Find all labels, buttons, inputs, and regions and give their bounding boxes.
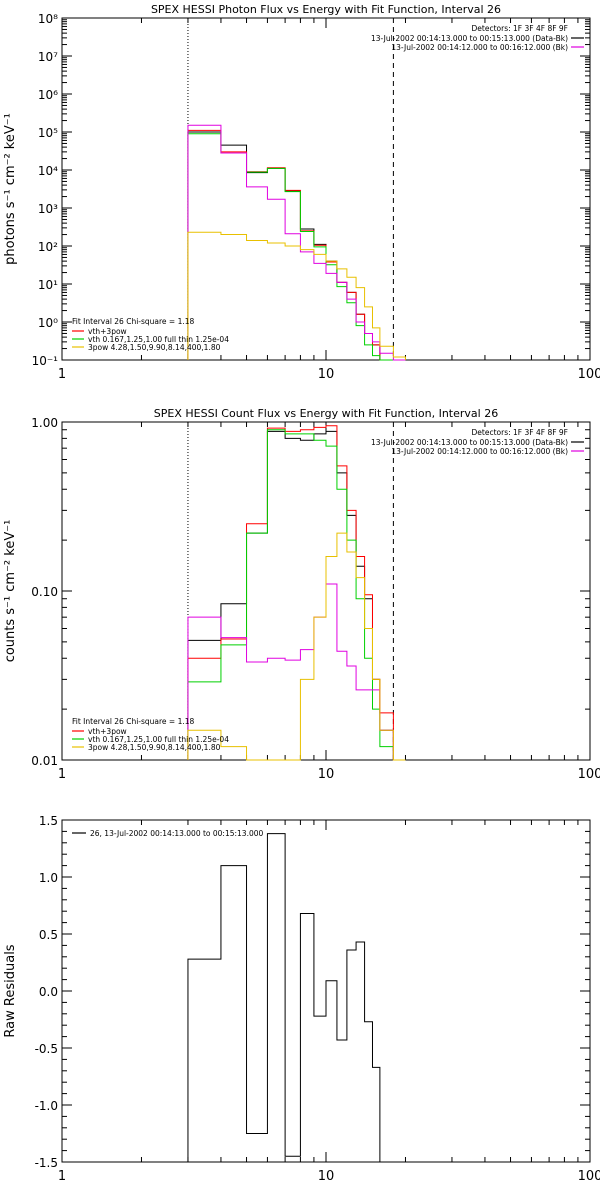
chart-panel-1: SPEX HESSI Photon Flux vs Energy with Fi… <box>3 3 600 382</box>
y-tick-label: 1.0 <box>39 871 58 885</box>
legend-entry: 26, 13-Jul-2002 00:14:13.000 to 00:15:13… <box>90 829 263 838</box>
series-3-steps <box>187 429 406 761</box>
y-tick-label: 10⁷ <box>38 50 58 64</box>
legend-entry: 3pow 4.28,1.50,9.90,8.14,400,1.80 <box>88 343 221 352</box>
y-tick-label: 10⁻¹ <box>32 354 59 368</box>
y-tick-label: 0.10 <box>31 585 58 599</box>
x-tick-label: 10 <box>318 1169 335 1184</box>
x-tick-label: 1 <box>58 1169 66 1184</box>
series-5-steps <box>187 532 406 761</box>
y-axis-label: photons s⁻¹ cm⁻² keV⁻¹ <box>3 113 18 265</box>
y-tick-label: 10⁵ <box>38 126 58 140</box>
y-tick-label: 10¹ <box>38 278 58 292</box>
x-tick-label: 10 <box>318 767 335 782</box>
legend-entry: vth+3pow <box>88 727 127 736</box>
y-tick-label: 0.0 <box>39 985 58 999</box>
y-tick-label: 10⁸ <box>38 12 58 26</box>
y-tick-label: 10⁰ <box>38 316 58 330</box>
y-axis-label: Raw Residuals <box>3 944 18 1037</box>
y-tick-label: 1.5 <box>39 814 58 828</box>
chart-title: SPEX HESSI Photon Flux vs Energy with Fi… <box>151 3 501 16</box>
x-tick-label: 1 <box>58 767 66 782</box>
y-tick-label: 10⁶ <box>38 88 58 102</box>
y-tick-label: -0.5 <box>35 1042 58 1056</box>
y-axis-label: counts s⁻¹ cm⁻² keV⁻¹ <box>3 520 18 663</box>
x-tick-label: 100 <box>578 1169 600 1184</box>
chart-panel-3: 1 10 100 -1.5 -1.0 -0.5 0.0 0.5 1.0 1.5 Raw Residu… <box>3 814 600 1184</box>
legend-header: Fit Interval 26 Chi-square = 1.18 <box>72 717 195 726</box>
legend-entry: 13-Jul-2002 00:14:13.000 to 00:15:13.000… <box>371 34 568 43</box>
legend-entry: 13-Jul-2002 00:14:12.000 to 00:16:12.000… <box>391 447 568 456</box>
y-tick-label: 1.00 <box>31 416 58 430</box>
x-tick-label: 1 <box>58 367 66 382</box>
y-tick-label: 0.5 <box>39 928 58 942</box>
x-tick-label: 100 <box>578 367 600 382</box>
series-2-steps <box>187 425 406 761</box>
y-tick-label: 10³ <box>38 202 58 216</box>
legend-entry: vth+3pow <box>88 327 127 336</box>
chart-panel-2: SPEX HESSI Count Flux vs Energy with Fit… <box>3 407 600 782</box>
series-4-steps <box>187 124 406 361</box>
legend-header: Fit Interval 26 Chi-square = 1.18 <box>72 317 195 326</box>
y-tick-label: -1.0 <box>35 1099 58 1113</box>
legend-header: Detectors: 1F 3F 4F 8F 9F <box>472 24 568 33</box>
legend-entry: 13-Jul-2002 00:14:13.000 to 00:15:13.000… <box>371 438 568 447</box>
series-1-steps <box>187 833 381 1162</box>
plot-frame <box>61 17 591 361</box>
legend-entry: vth 0.167,1.25,1.00 full thin 1.25e-04 <box>88 335 229 344</box>
y-tick-label: -1.5 <box>35 1156 58 1170</box>
legend-entry: 13-Jul-2002 00:14:12.000 to 00:16:12.000… <box>391 43 568 52</box>
y-tick-label: 0.01 <box>31 754 58 768</box>
series-5-steps <box>187 231 406 360</box>
x-tick-label: 10 <box>318 367 335 382</box>
legend-entry: vth 0.167,1.25,1.00 full thin 1.25e-04 <box>88 735 229 744</box>
y-tick-label: 10² <box>38 240 58 254</box>
legend-header: Detectors: 1F 3F 4F 8F 9F <box>472 428 568 437</box>
legend-entry: 3pow 4.28,1.50,9.90,8.14,400,1.80 <box>88 743 221 752</box>
chart-title: SPEX HESSI Count Flux vs Energy with Fit… <box>154 407 498 420</box>
y-tick-label: 10⁴ <box>38 164 58 178</box>
x-tick-label: 100 <box>578 767 600 782</box>
